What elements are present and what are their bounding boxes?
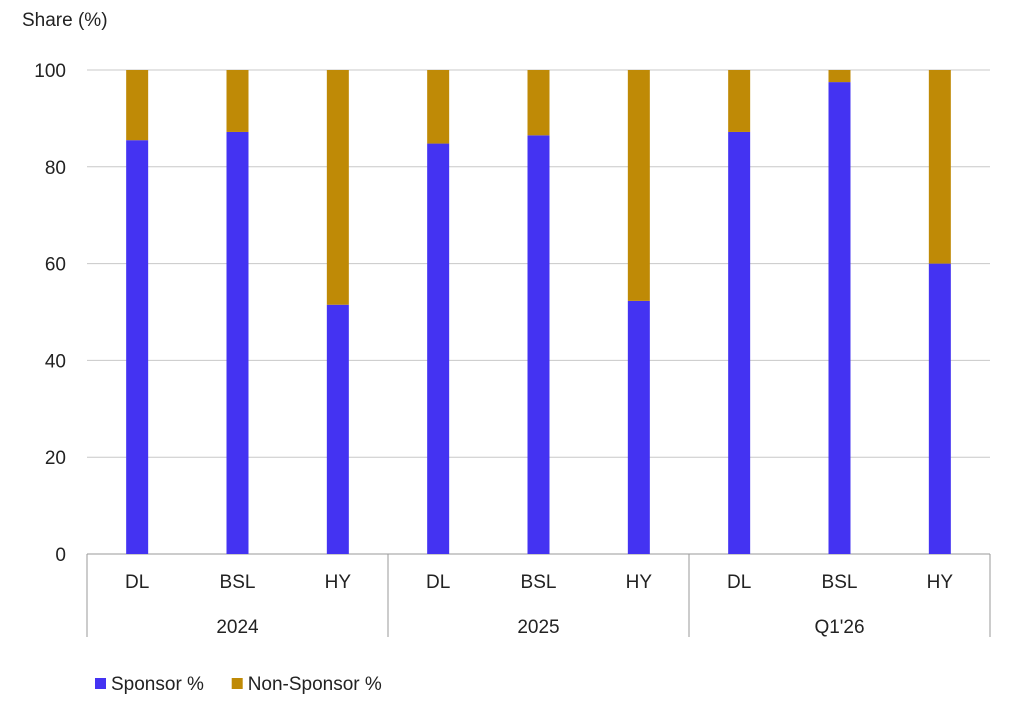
group-label: 2024: [216, 617, 259, 638]
y-tick-label: 40: [45, 351, 66, 372]
bar-sponsor: [928, 263, 951, 554]
bars: [126, 70, 951, 554]
x-tick-label: BSL: [822, 572, 858, 593]
x-axis: DL BSL HY DL BSL HY DL BSL HY 2024 2025 Q1'26: [86, 554, 991, 638]
x-tick-label: DL: [125, 572, 149, 593]
bar-sponsor: [627, 300, 650, 554]
bar-non-sponsor: [226, 70, 249, 132]
x-tick-label: BSL: [521, 572, 557, 593]
bar-non-sponsor: [527, 70, 550, 136]
x-tick-label: HY: [927, 572, 954, 593]
group-label: 2025: [517, 617, 559, 638]
legend-swatch: [231, 678, 243, 689]
legend-label: Non-Sponsor %: [248, 674, 382, 695]
bar-non-sponsor: [126, 70, 149, 141]
legend-swatch: [95, 678, 106, 689]
bar-non-sponsor: [928, 70, 951, 264]
bar-non-sponsor: [326, 70, 349, 305]
bar-non-sponsor: [427, 70, 450, 144]
bar-sponsor: [126, 140, 149, 554]
x-tick-label: HY: [325, 572, 352, 593]
y-axis-label: Share (%): [22, 10, 108, 31]
bar-sponsor: [828, 82, 851, 554]
x-tick-label: DL: [727, 572, 751, 593]
y-tick-label: 20: [45, 448, 66, 469]
bar-non-sponsor: [828, 70, 851, 83]
legend: Sponsor % Non-Sponsor %: [95, 674, 382, 695]
y-tick-label: 0: [55, 545, 66, 566]
x-tick-label: DL: [426, 572, 450, 593]
bar-sponsor: [427, 143, 450, 554]
y-tick-label: 80: [45, 158, 66, 179]
bar-sponsor: [226, 131, 249, 554]
bar-non-sponsor: [627, 70, 650, 301]
x-tick-label: HY: [626, 572, 653, 593]
y-tick-labels: 0 20 40 60 80 100: [34, 61, 66, 566]
y-tick-label: 60: [45, 255, 66, 276]
y-tick-label: 100: [34, 61, 66, 82]
bar-sponsor: [326, 304, 349, 554]
group-label: Q1'26: [814, 617, 864, 638]
bar-sponsor: [527, 135, 550, 554]
bar-sponsor: [728, 131, 751, 554]
legend-label: Sponsor %: [111, 674, 204, 695]
x-tick-label: BSL: [220, 572, 256, 593]
bar-non-sponsor: [728, 70, 751, 132]
